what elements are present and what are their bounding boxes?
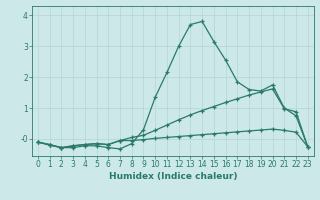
X-axis label: Humidex (Indice chaleur): Humidex (Indice chaleur) (108, 172, 237, 181)
